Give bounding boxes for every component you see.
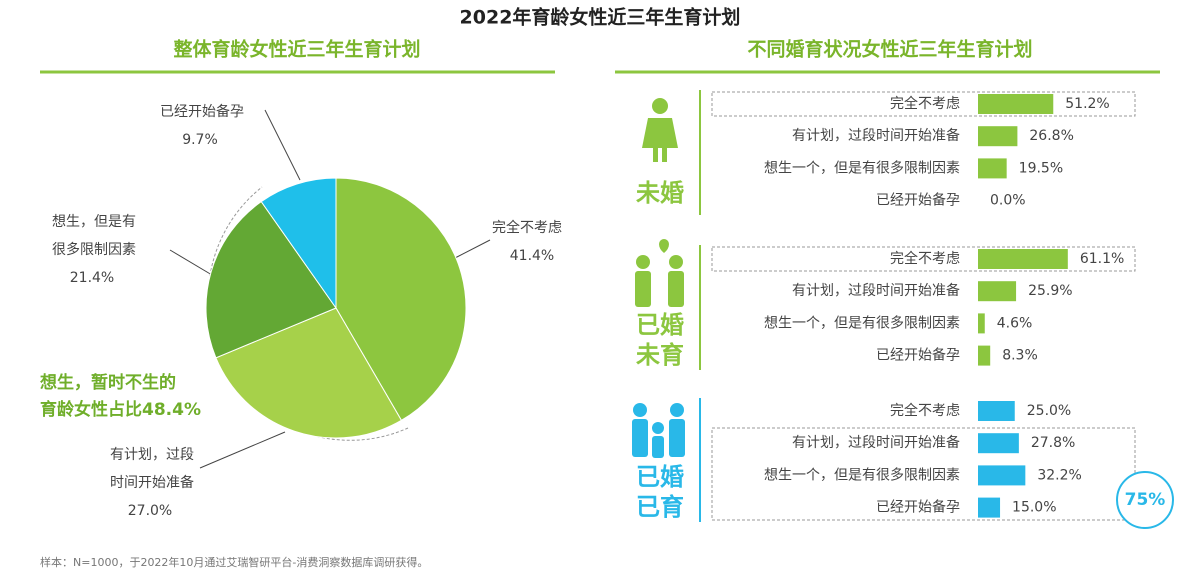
slice-value: 21.4% [70,270,114,286]
leader-line [454,239,491,259]
category-label: 有计划，过段时间开始准备 [792,434,960,451]
bar [978,465,1026,486]
category-label: 完全不考虑 [890,402,960,419]
annotation: 想生，暂时不生的育龄女性占比48.4% [40,372,201,420]
category-label: 想生一个，但是有很多限制因素 [764,466,960,483]
bar [978,401,1015,421]
category-label: 有计划，过段时间开始准备 [792,282,960,299]
text-line: 育龄女性占比48.4% [40,399,201,420]
value-label: 0.0% [990,193,1026,209]
value-label: 32.2% [1037,467,1081,483]
category-label: 已经开始备孕 [876,499,960,516]
text-line: 有计划，过段 [110,447,194,463]
value-label: 25.9% [1028,283,1072,299]
text-line: 时间开始准备 [110,474,194,491]
text-line: 很多限制因素 [52,241,136,258]
bar [978,249,1068,269]
leader-line [169,249,213,276]
text-line: 已婚 [636,463,684,491]
bar [978,497,1001,518]
value-label: 8.3% [1002,348,1038,364]
slice-value: 41.4% [510,248,554,264]
pie-slice [205,200,337,359]
category-label: 已经开始备孕 [876,347,960,364]
pie-title: 整体育龄女性近三年生育计划 [173,38,420,61]
value-label: 27.8% [1031,435,1075,451]
group-label: 已婚已育 [636,463,684,521]
slice-label: 完全不考虑 [492,219,562,236]
bar [978,281,1017,302]
group-icons [632,90,1174,529]
text-line: 想生，但是有 [52,214,136,230]
slice-value: 9.7% [182,132,218,148]
bar [978,94,1054,114]
category-label: 有计划，过段时间开始准备 [792,127,960,144]
bar-title: 不同婚育状况女性近三年生育计划 [747,38,1032,61]
category-label: 完全不考虑 [890,95,960,112]
slice-label: 有计划，过段时间开始准备 [110,447,194,491]
value-label: 19.5% [1019,160,1063,176]
value-label: 25.0% [1027,403,1071,419]
leader-line [264,109,301,181]
text-line: 想生，暂时不生的 [40,372,176,393]
pie-slice [260,177,337,310]
value-label: 4.6% [997,315,1033,331]
category-label: 完全不考虑 [890,250,960,267]
value-label: 51.2% [1065,96,1109,112]
annotation: 75% [1125,490,1166,510]
bar [978,158,1007,179]
footnote: 样本：N=1000，于2022年10月通过艾瑞智研平台-消费洞察数据库调研获得。 [40,555,428,569]
category-label: 想生一个，但是有很多限制因素 [764,314,960,331]
text-line: 未育 [636,341,684,369]
leader-line [199,431,286,469]
bar [978,433,1019,454]
text-line: 已婚 [636,311,684,339]
group-label: 已婚未育 [636,311,684,369]
bar [978,345,991,366]
slice-label: 已经开始备孕 [160,103,244,120]
value-label: 26.8% [1029,128,1073,144]
value-label: 15.0% [1012,500,1056,516]
pie-slice [215,307,403,439]
text-line: 已育 [636,493,684,521]
slice-value: 27.0% [128,503,172,519]
slice-label: 想生，但是有很多限制因素 [52,214,136,258]
page-title: 2022年育龄女性近三年生育计划 [460,6,741,29]
group-label: 未婚 [636,179,684,207]
bar [978,313,985,334]
category-label: 想生一个，但是有很多限制因素 [764,159,960,176]
pie-slice [335,177,467,422]
value-label: 61.1% [1080,251,1124,267]
bar [978,126,1018,147]
category-label: 已经开始备孕 [876,192,960,209]
